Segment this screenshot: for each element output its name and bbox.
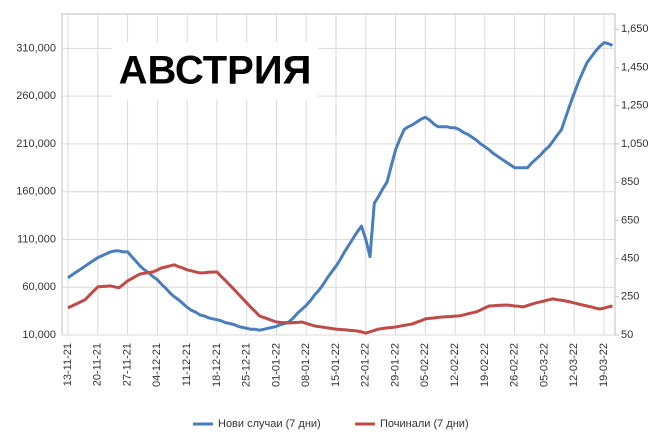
x-tick-label: 04-12-21 [151, 343, 163, 387]
y-tick-label: 60,000 [22, 281, 56, 293]
y2-tick-label: 50 [621, 329, 633, 341]
series-line [67, 41, 614, 332]
y2-tick-label: 1,650 [621, 23, 649, 35]
x-tick-label: 01-01-22 [270, 343, 282, 387]
series-line [67, 263, 613, 335]
x-tick-label: 27-11-21 [121, 343, 133, 386]
y-tick-label: 260,000 [16, 90, 56, 102]
x-tick-label: 25-12-21 [241, 343, 253, 387]
x-tick-label: 18-12-21 [211, 343, 223, 387]
y-tick-label: 210,000 [16, 138, 56, 150]
x-tick-label: 15-01-22 [330, 343, 342, 387]
x-tick-label: 12-03-22 [568, 343, 580, 387]
x-tick-label: 19-02-22 [479, 343, 491, 387]
x-tick-label: 08-01-22 [300, 343, 312, 387]
x-tick-label: 29-01-22 [389, 343, 401, 387]
legend-label: Починали (7 дни) [380, 418, 469, 430]
y2-tick-label: 650 [621, 214, 639, 226]
title-box [112, 42, 318, 100]
x-tick-label: 05-02-22 [419, 343, 431, 387]
x-tick-label: 12-02-22 [449, 343, 461, 387]
y2-tick-label: 1,250 [621, 100, 649, 112]
x-tick-label: 20-11-21 [92, 343, 104, 386]
y-tick-label: 310,000 [16, 42, 56, 54]
x-tick-label: 13-11-21 [62, 343, 74, 386]
y-tick-label: 10,000 [22, 329, 56, 341]
y-tick-label: 160,000 [16, 186, 56, 198]
y2-tick-label: 250 [621, 291, 639, 303]
x-tick-label: 26-02-22 [509, 343, 521, 387]
x-tick-label: 11-12-21 [181, 343, 193, 386]
x-tick-label: 19-03-22 [598, 343, 610, 387]
y2-tick-label: 450 [621, 252, 639, 264]
y2-tick-label: 1,050 [621, 138, 649, 150]
y-tick-label: 110,000 [17, 233, 56, 245]
x-tick-label: 05-03-22 [538, 343, 550, 387]
chart-title: АВСТРИЯ [119, 49, 312, 93]
x-tick-label: 22-01-22 [360, 343, 372, 387]
y2-tick-label: 850 [621, 176, 639, 188]
legend-label: Нови случаи (7 дни) [218, 418, 321, 430]
y2-tick-label: 1,450 [621, 61, 649, 73]
